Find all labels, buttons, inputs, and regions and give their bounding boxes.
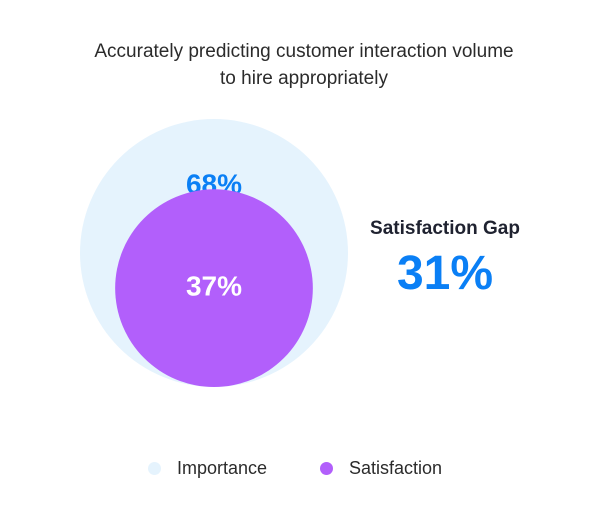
legend: Importance Satisfaction (0, 456, 608, 480)
legend-label-importance: Importance (177, 457, 268, 478)
satisfaction-gap-label: Satisfaction Gap (370, 218, 520, 239)
legend-label-satisfaction: Satisfaction (349, 457, 443, 478)
chart-title: Accurately predicting customer interacti… (0, 38, 608, 92)
legend-dot-satisfaction (320, 461, 333, 475)
satisfaction-bubble (115, 189, 313, 387)
chart-title-line-1: Accurately predicting customer interacti… (94, 41, 514, 62)
satisfaction-value-label: 37% (186, 271, 242, 302)
chart-title-line-2: to hire appropriately (220, 68, 388, 89)
legend-item-satisfaction: Satisfaction (320, 456, 442, 480)
satisfaction-gap-value: 31% (396, 247, 494, 300)
legend-item-importance: Importance (148, 456, 267, 480)
legend-dot-importance (148, 461, 161, 475)
